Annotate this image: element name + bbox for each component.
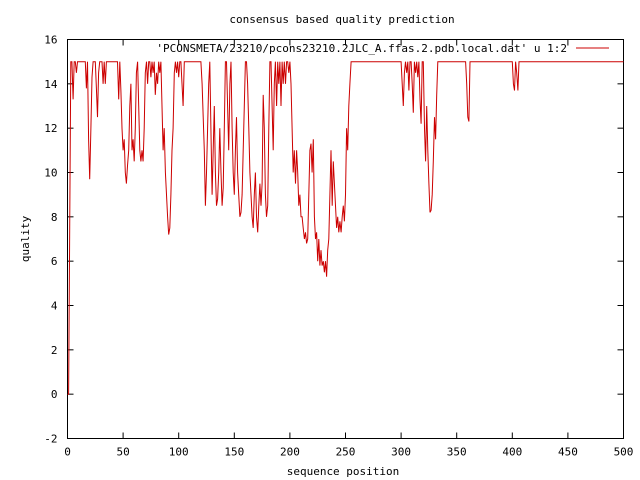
y-tick-label: -2 xyxy=(44,433,57,446)
y-tick-label: 6 xyxy=(51,255,58,268)
y-tick-label: 8 xyxy=(51,211,58,224)
y-tick-label: 14 xyxy=(44,78,58,91)
x-tick-label: 150 xyxy=(224,446,244,459)
x-axis-label: sequence position xyxy=(287,465,400,478)
x-tick-label: 250 xyxy=(336,446,356,459)
chart-title: consensus based quality prediction xyxy=(229,13,454,26)
x-tick-label: 100 xyxy=(169,446,189,459)
y-tick-label: 16 xyxy=(44,34,57,47)
x-tick-label: 350 xyxy=(447,446,467,459)
x-tick-label: 0 xyxy=(64,446,71,459)
legend-label: 'PCONSMETA/23210/pcons23210.2JLC_A.ffas.… xyxy=(156,42,567,55)
x-tick-label: 500 xyxy=(614,446,634,459)
x-tick-label: 450 xyxy=(558,446,578,459)
y-tick-label: 2 xyxy=(51,344,58,357)
y-tick-label: 10 xyxy=(44,167,57,180)
x-axis-ticks: 0 50 100 150 200 250 300 350 400 450 500 xyxy=(64,39,634,459)
series-group xyxy=(67,61,624,395)
series-line-quality xyxy=(67,61,624,395)
y-tick-label: 4 xyxy=(51,300,58,313)
y-axis-ticks: -2 0 2 4 6 8 10 12 14 16 xyxy=(44,34,624,446)
y-tick-label: 0 xyxy=(51,388,58,401)
legend: 'PCONSMETA/23210/pcons23210.2JLC_A.ffas.… xyxy=(156,42,609,55)
x-tick-label: 200 xyxy=(280,446,300,459)
y-axis-label: quality xyxy=(19,215,32,262)
y-tick-label: 12 xyxy=(44,122,57,135)
plot-frame xyxy=(67,39,624,439)
x-tick-label: 50 xyxy=(116,446,129,459)
x-tick-label: 400 xyxy=(502,446,522,459)
x-tick-label: 300 xyxy=(391,446,411,459)
